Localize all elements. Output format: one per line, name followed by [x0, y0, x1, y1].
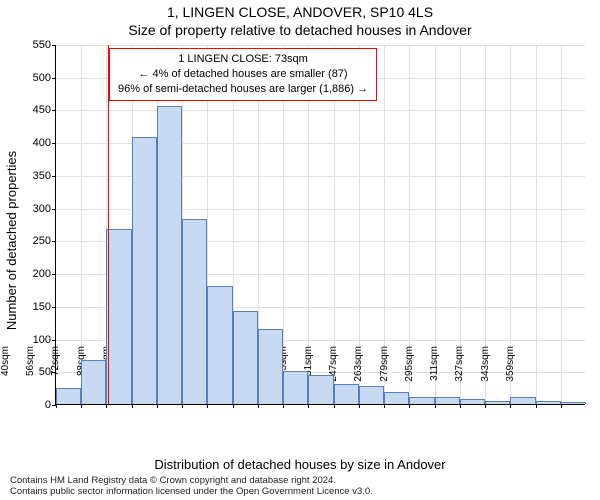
y-tick-mark — [52, 274, 56, 275]
y-tick-label: 450 — [33, 104, 51, 116]
y-tick-label: 250 — [33, 235, 51, 247]
plot-inner: 05010015020025030035040045050055040sqm56… — [55, 45, 585, 405]
histogram-bar — [157, 106, 182, 404]
histogram-bar — [207, 286, 232, 404]
x-tick-label: 40sqm — [0, 346, 11, 406]
y-axis-label: Number of detached properties — [4, 0, 20, 480]
x-axis-label: Distribution of detached houses by size … — [0, 457, 600, 472]
histogram-bar — [106, 229, 131, 404]
y-tick-mark — [52, 143, 56, 144]
histogram-bar — [485, 401, 510, 404]
y-tick-mark — [52, 176, 56, 177]
y-gridline — [56, 45, 585, 46]
footnote: Contains HM Land Registry data © Crown c… — [10, 476, 590, 498]
y-tick-mark — [52, 110, 56, 111]
histogram-bar — [334, 384, 359, 404]
x-tick-label: 56sqm — [25, 346, 36, 406]
y-tick-label: 150 — [33, 301, 51, 313]
histogram-bar — [561, 402, 586, 404]
y-tick-label: 100 — [33, 334, 51, 346]
y-tick-label: 350 — [33, 170, 51, 182]
histogram-bar — [359, 386, 384, 404]
x-tick-label: 343sqm — [480, 346, 491, 406]
annotation-box: 1 LINGEN CLOSE: 73sqm← 4% of detached ho… — [109, 48, 377, 101]
x-tick-mark — [536, 404, 537, 408]
page-title-address: 1, LINGEN CLOSE, ANDOVER, SP10 4LS — [0, 4, 600, 20]
y-tick-mark — [52, 340, 56, 341]
histogram-bar — [81, 360, 106, 405]
x-gridline — [536, 45, 537, 404]
y-tick-mark — [52, 209, 56, 210]
chart-container: 1, LINGEN CLOSE, ANDOVER, SP10 4LS Size … — [0, 0, 600, 500]
y-tick-label: 550 — [33, 39, 51, 51]
histogram-bar — [258, 329, 283, 404]
page-subtitle: Size of property relative to detached ho… — [0, 22, 600, 38]
y-tick-mark — [52, 241, 56, 242]
histogram-bar — [283, 371, 308, 404]
y-tick-label: 200 — [33, 268, 51, 280]
y-tick-label: 400 — [33, 137, 51, 149]
histogram-bar — [409, 397, 434, 404]
histogram-bar — [56, 388, 81, 404]
histogram-bar — [460, 399, 485, 404]
histogram-bar — [132, 137, 157, 404]
y-tick-mark — [52, 307, 56, 308]
histogram-bar — [308, 375, 333, 404]
histogram-bar — [182, 219, 207, 404]
footnote-line2: Contains public sector information licen… — [10, 487, 590, 498]
x-gridline — [561, 45, 562, 404]
y-tick-mark — [52, 45, 56, 46]
x-tick-mark — [561, 404, 562, 408]
histogram-bar — [536, 401, 561, 404]
y-tick-label: 300 — [33, 203, 51, 215]
histogram-bar — [435, 397, 460, 404]
histogram-bar — [233, 311, 258, 404]
annotation-line: 96% of semi-detached houses are larger (… — [118, 82, 368, 97]
annotation-line: ← 4% of detached houses are smaller (87) — [118, 67, 368, 82]
histogram-bar — [510, 397, 535, 404]
y-tick-mark — [52, 78, 56, 79]
annotation-line: 1 LINGEN CLOSE: 73sqm — [118, 52, 368, 67]
plot-area: 05010015020025030035040045050055040sqm56… — [55, 45, 585, 405]
y-gridline — [56, 110, 585, 111]
histogram-bar — [384, 392, 409, 404]
y-tick-label: 500 — [33, 72, 51, 84]
